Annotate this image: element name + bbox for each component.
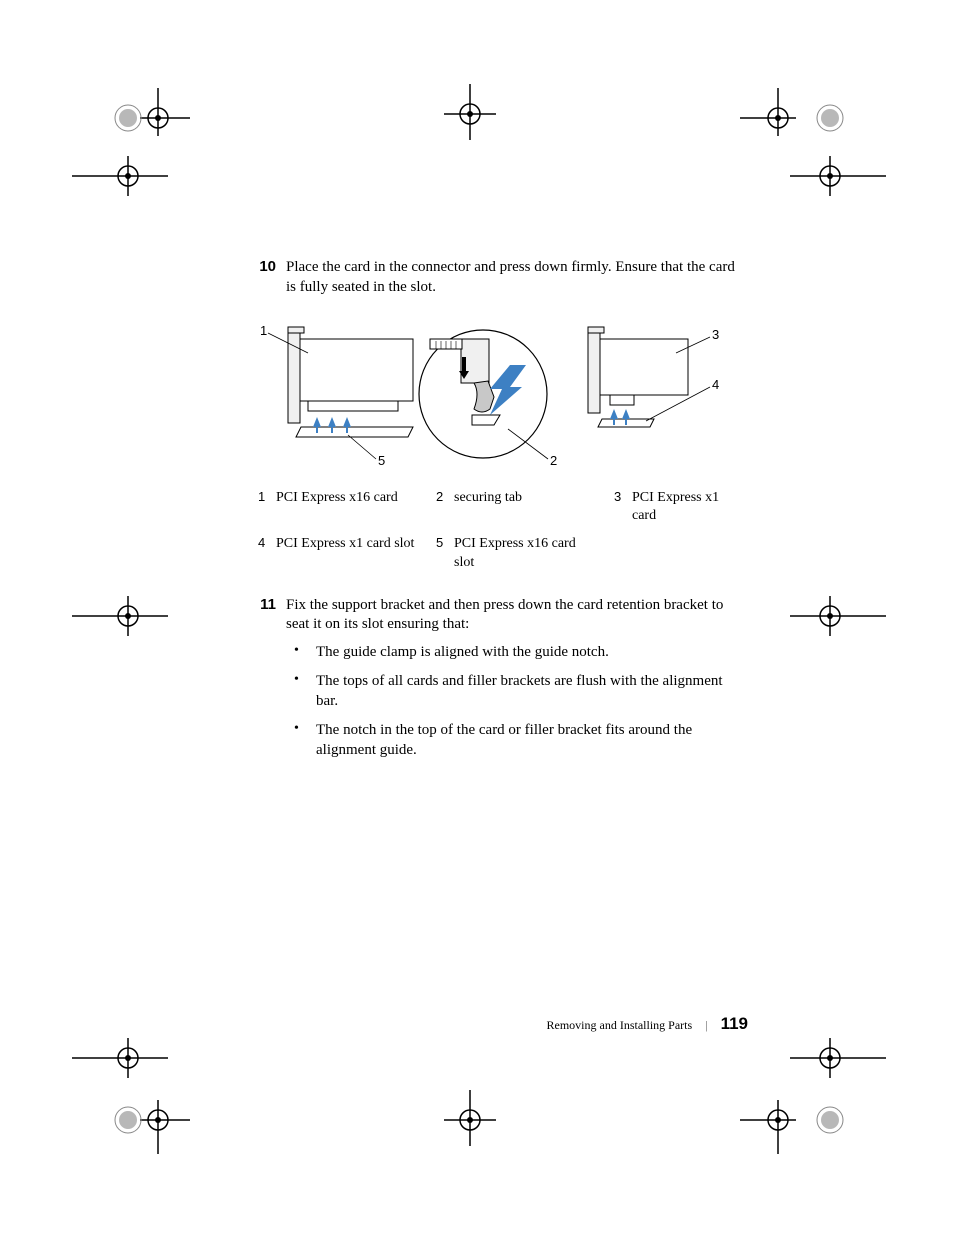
callout-3: 3 — [712, 327, 719, 342]
bullet-item: • The notch in the top of the card or fi… — [294, 721, 748, 760]
crop-mark-ml1 — [72, 156, 172, 196]
legend-num: 3 — [614, 489, 632, 504]
step-10: 10 Place the card in the connector and p… — [258, 258, 748, 297]
step-number: 10 — [258, 258, 286, 297]
crop-mark-mr1 — [786, 156, 886, 196]
crop-mark-top — [440, 84, 500, 144]
bullet-text: The guide clamp is aligned with the guid… — [316, 643, 609, 663]
footer-separator-icon: | — [705, 1018, 707, 1032]
x1-card-group: 3 4 — [588, 327, 719, 427]
legend-row: 1 PCI Express x16 card 2 securing tab 3 … — [258, 489, 748, 525]
bullet-text: The tops of all cards and filler bracket… — [316, 672, 748, 711]
footer-section: Removing and Installing Parts — [547, 1018, 693, 1032]
legend-num: 1 — [258, 489, 276, 504]
crop-mark-mr3 — [786, 1038, 886, 1078]
callout-5: 5 — [378, 453, 385, 468]
legend-item: 1 PCI Express x16 card — [258, 489, 418, 525]
x16-card-group: 1 5 — [260, 323, 413, 468]
bullet-item: • The guide clamp is aligned with the gu… — [294, 643, 748, 663]
legend-num: 4 — [258, 535, 276, 550]
step-11: 11 Fix the support bracket and then pres… — [258, 596, 748, 635]
legend-item: 2 securing tab — [436, 489, 596, 525]
bullet-dot-icon: • — [294, 643, 316, 663]
step-text: Place the card in the connector and pres… — [286, 258, 748, 297]
legend-label: securing tab — [454, 489, 522, 507]
callout-2: 2 — [550, 453, 557, 468]
legend-item: 4 PCI Express x1 card slot — [258, 535, 418, 571]
legend-label: PCI Express x16 card — [276, 489, 398, 507]
legend-label: PCI Express x1 card — [632, 489, 744, 525]
crop-mark-tl — [80, 88, 190, 158]
crop-mark-br — [730, 1084, 860, 1154]
step-text: Fix the support bracket and then press d… — [286, 596, 748, 635]
step-number: 11 — [258, 596, 286, 635]
page-content: 10 Place the card in the connector and p… — [258, 258, 748, 770]
callout-1: 1 — [260, 323, 267, 338]
bullet-dot-icon: • — [294, 672, 316, 711]
crop-mark-mr2 — [786, 596, 886, 636]
diagram-legend: 1 PCI Express x16 card 2 securing tab 3 … — [258, 489, 748, 572]
crop-mark-ml3 — [72, 1038, 172, 1078]
crop-mark-bot — [440, 1090, 500, 1150]
crop-mark-bl — [80, 1084, 190, 1154]
crop-mark-tr — [730, 88, 860, 158]
legend-row: 4 PCI Express x1 card slot 5 PCI Express… — [258, 535, 748, 571]
legend-item: 5 PCI Express x16 card slot — [436, 535, 596, 571]
callout-4: 4 — [712, 377, 719, 392]
page-footer: Removing and Installing Parts | 119 — [258, 1014, 748, 1034]
crop-mark-ml2 — [72, 596, 172, 636]
legend-item: 3 PCI Express x1 card — [614, 489, 744, 525]
legend-label: PCI Express x1 card slot — [276, 535, 414, 553]
install-card-diagram: 1 5 — [258, 309, 748, 469]
bullet-item: • The tops of all cards and filler brack… — [294, 672, 748, 711]
bullet-list: • The guide clamp is aligned with the gu… — [294, 643, 748, 761]
legend-num: 5 — [436, 535, 454, 550]
securing-tab-detail: 2 — [419, 330, 557, 468]
bullet-text: The notch in the top of the card or fill… — [316, 721, 748, 760]
legend-label: PCI Express x16 card slot — [454, 535, 596, 571]
bullet-dot-icon: • — [294, 721, 316, 760]
legend-num: 2 — [436, 489, 454, 504]
footer-page-number: 119 — [721, 1014, 748, 1033]
